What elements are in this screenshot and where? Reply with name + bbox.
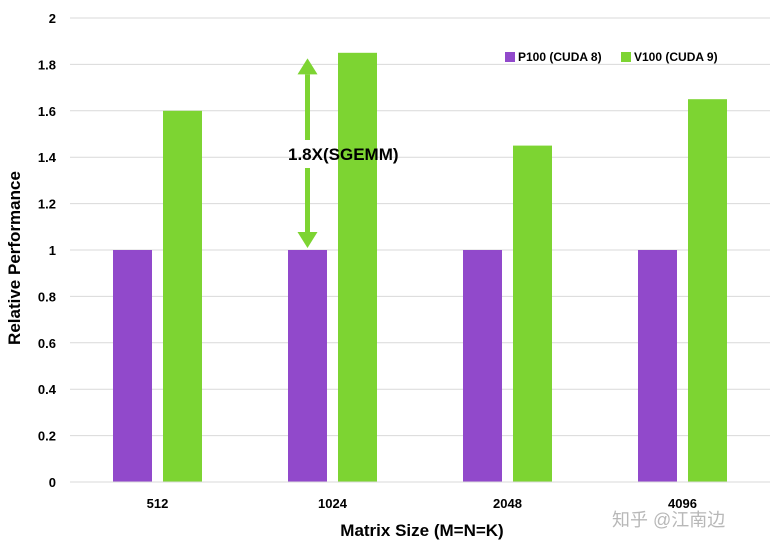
x-tick-label: 4096 [668,496,697,511]
y-tick-label: 1 [49,243,56,258]
y-tick-label: 0 [49,475,56,490]
bar-p100-2048 [463,250,502,482]
bar-v100-2048 [513,145,552,482]
legend-swatch-p100 [505,52,515,62]
y-tick-label: 1.6 [38,104,56,119]
x-axis-title: Matrix Size (M=N=K) [340,521,503,540]
bars [113,52,727,483]
bar-v100-512 [163,110,202,483]
y-tick-label: 0.2 [38,429,56,444]
bar-v100-4096 [688,99,727,482]
watermark: 知乎 @江南边 [612,510,725,530]
y-tick-label: 1.2 [38,197,56,212]
legend-label-p100: P100 (CUDA 8) [518,50,602,64]
y-tick-label: 0.8 [38,289,56,304]
x-tick-label: 1024 [318,496,348,511]
annotation-arrowhead-up [297,58,318,75]
x-tick-label: 512 [147,496,169,511]
legend-label-v100: V100 (CUDA 9) [634,50,718,64]
y-axis-title: Relative Performance [5,171,24,345]
bar-p100-1024 [288,250,327,482]
annotation-label: 1.8X(SGEMM) [288,145,399,164]
bar-p100-4096 [638,250,677,482]
y-tick-label: 0.4 [38,382,57,397]
y-tick-label: 2 [49,11,56,26]
y-tick-label: 1.8 [38,57,56,72]
speedup-annotation: 1.8X(SGEMM) [288,58,399,248]
y-tick-label: 1.4 [38,150,57,165]
annotation-arrowhead-down [297,232,318,248]
bar-v100-1024 [338,52,377,483]
y-tick-label: 0.6 [38,336,56,351]
labels: 0 0.2 0.4 0.6 0.8 1 1.2 1.4 1.6 1.8 2 512 1024 2048 40… [38,11,697,511]
bar-p100-512 [113,250,152,482]
legend: P100 (CUDA 8) V100 (CUDA 9) [505,50,718,64]
legend-swatch-v100 [621,52,631,62]
x-tick-label: 2048 [493,496,522,511]
